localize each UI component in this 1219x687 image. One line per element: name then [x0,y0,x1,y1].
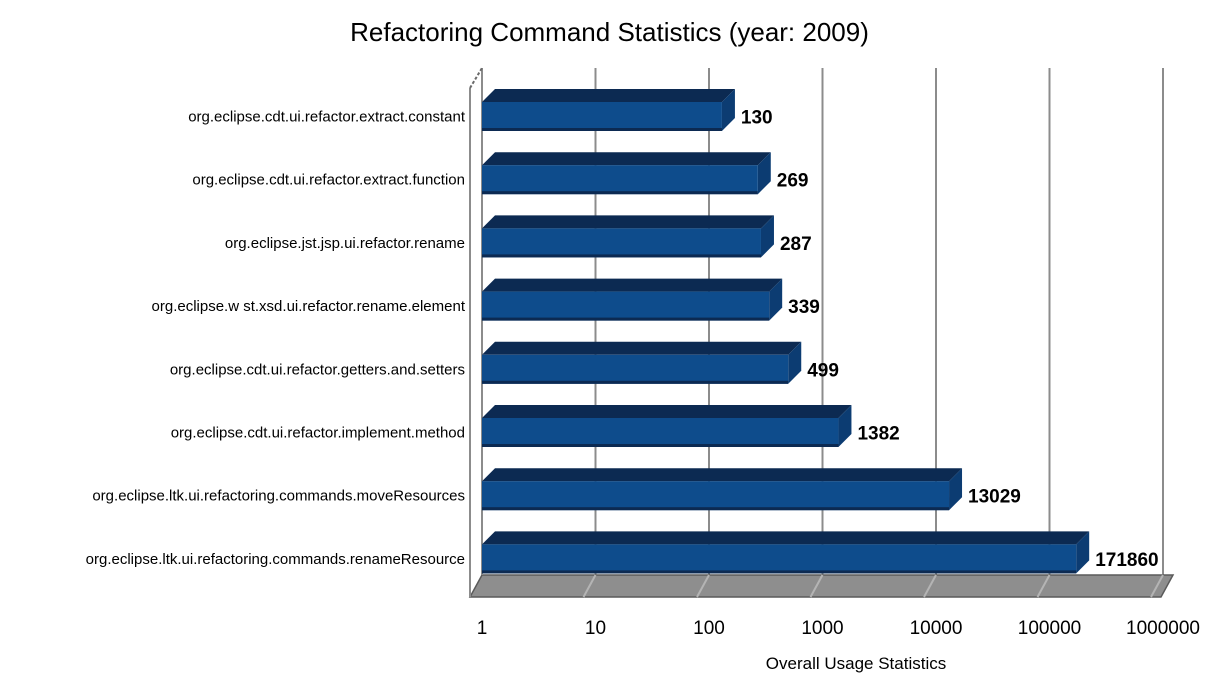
x-tick-label: 1000000 [1126,618,1200,639]
x-tick-label: 10 [585,618,606,639]
x-tick-label: 10000 [910,618,963,639]
bar-side-face [757,152,771,195]
wall-top-edge [469,67,483,89]
floor [468,574,1175,598]
category-label: org.eclipse.cdt.ui.refactor.extract.cons… [188,109,466,126]
floor-tick-line [696,574,710,598]
category-label: org.eclipse.ltk.ui.refactoring.commands.… [92,488,465,505]
category-label: org.eclipse.cdt.ui.refactor.implement.me… [171,425,465,442]
bar-side-face [949,468,963,511]
floor-tick-line [1036,574,1051,598]
bar-top-face [482,531,1090,545]
category-label: org.eclipse.w st.xsd.ui.refactor.rename.… [152,298,466,315]
bar-bottom-edge [482,128,722,131]
bar-bottom-edge [482,317,770,321]
bar-bottom-edge [482,191,758,195]
bar-side-face [760,215,774,258]
bar-top-face [482,278,783,292]
bar-value-label: 171860 [1095,550,1158,571]
floor-tick-line [809,574,824,598]
category-label: org.eclipse.jst.jsp.ui.refactor.rename [225,235,465,252]
bar-side-face [788,341,802,384]
bar-value-label: 499 [807,360,839,381]
bar-value-label: 287 [780,234,812,255]
bar-top-face [482,215,774,229]
floor-tick-line [923,574,937,598]
bar-front-face [482,291,770,321]
floor-tick-line [582,574,597,598]
bar-top-face [482,468,963,482]
bar-top-face [482,341,802,355]
bar-front-face [482,544,1077,574]
bar-side-face [1076,531,1090,574]
category-label: org.eclipse.ltk.ui.refactoring.commands.… [86,551,465,568]
bar-value-label: 13029 [968,487,1021,508]
bar-bottom-edge [482,507,950,511]
bar-front-face [482,481,950,511]
chart-title: Refactoring Command Statistics (year: 20… [350,17,869,47]
bar-side-face [769,278,783,321]
category-label: org.eclipse.cdt.ui.refactor.extract.func… [192,172,465,189]
x-tick-label: 100000 [1018,618,1081,639]
bar-top-face [482,152,771,166]
category-label: org.eclipse.cdt.ui.refactor.getters.and.… [170,361,465,378]
bar-value-label: 130 [741,108,773,129]
bar-bottom-edge [482,444,839,447]
bar-top-face [482,89,735,102]
bar-side-face [838,405,852,447]
bar-front-face [482,165,758,195]
x-tick-label: 100 [693,618,725,639]
bar-front-face [482,228,761,258]
bar-value-label: 269 [777,171,809,192]
bar-bottom-edge [482,380,789,384]
floor-tick-line [1150,574,1164,598]
bar-bottom-edge [482,570,1077,574]
x-axis-title: Overall Usage Statistics [765,654,947,673]
x-tick-label: 1000 [801,618,843,639]
bar-top-face [482,405,852,418]
bar-front-face [482,102,722,131]
bar-front-face [482,354,789,384]
x-tick-label: 1 [477,618,488,639]
bar-bottom-edge [482,254,761,258]
bar-value-label: 339 [788,297,820,318]
bar-front-face [482,418,839,447]
bar-value-label: 1382 [857,424,899,445]
bar-side-face [721,89,735,131]
